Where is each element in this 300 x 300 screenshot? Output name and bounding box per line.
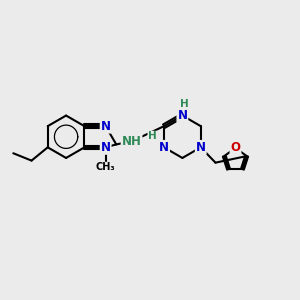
Text: H: H	[148, 131, 157, 141]
Text: N: N	[196, 141, 206, 154]
Text: N: N	[100, 120, 111, 133]
Text: O: O	[230, 141, 241, 154]
Text: N: N	[177, 109, 188, 122]
Text: NH: NH	[122, 135, 142, 148]
Text: CH₃: CH₃	[96, 162, 116, 172]
Text: N: N	[159, 141, 169, 154]
Text: H: H	[180, 99, 189, 109]
Text: N: N	[100, 141, 111, 154]
